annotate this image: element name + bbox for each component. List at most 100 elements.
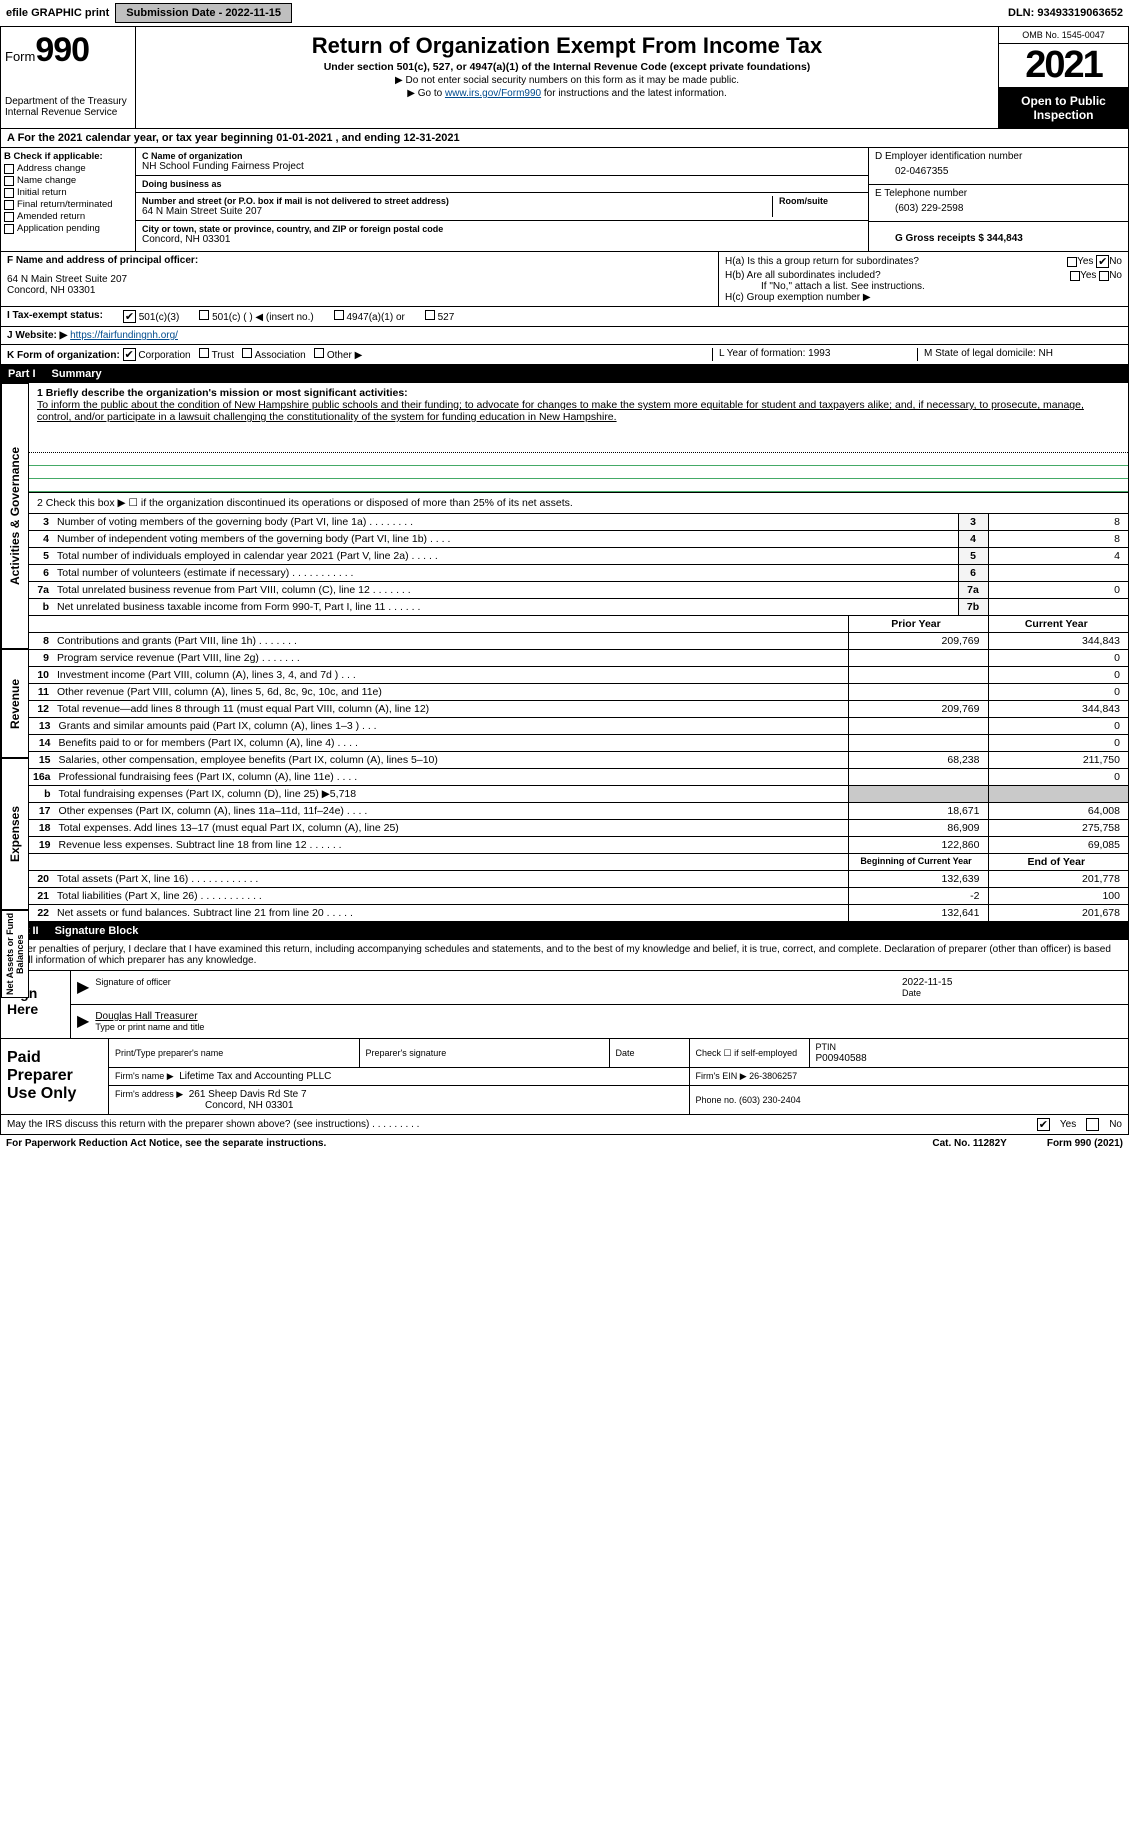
submission-date-button[interactable]: Submission Date - 2022-11-15 xyxy=(115,3,292,23)
gov-table: 3Number of voting members of the governi… xyxy=(29,513,1128,615)
col-prior-year: Prior Year xyxy=(848,616,988,633)
hb-note: If "No," attach a list. See instructions… xyxy=(725,281,1122,292)
rev-table: Prior YearCurrent Year 8Contributions an… xyxy=(29,615,1128,717)
form-number: 990 xyxy=(35,31,89,69)
cb-4947[interactable] xyxy=(334,310,344,320)
pp-date-label: Date xyxy=(616,1048,635,1058)
table-row: 9Program service revenue (Part VIII, lin… xyxy=(29,650,1128,667)
box-k-label: K Form of organization: xyxy=(7,350,120,361)
cb-trust[interactable] xyxy=(199,348,209,358)
line1-label: 1 Briefly describe the organization's mi… xyxy=(37,387,1120,399)
signature-block: Under penalties of perjury, I declare th… xyxy=(0,940,1129,1039)
officer-addr1: 64 N Main Street Suite 207 xyxy=(7,274,712,285)
tel: (603) 229-2598 xyxy=(875,199,1122,218)
omb-number: OMB No. 1545-0047 xyxy=(999,27,1128,44)
table-row: 13Grants and similar amounts paid (Part … xyxy=(29,718,1128,735)
firm-phone: Phone no. (603) 230-2404 xyxy=(696,1095,801,1105)
pp-sig-label: Preparer's signature xyxy=(366,1048,447,1058)
hb-yes[interactable] xyxy=(1070,271,1080,281)
cb-assoc[interactable] xyxy=(242,348,252,358)
box-b-label: B Check if applicable: xyxy=(4,151,132,162)
form-title: Return of Organization Exempt From Incom… xyxy=(146,33,988,59)
officer-addr2: Concord, NH 03301 xyxy=(7,285,712,296)
gross-receipts: G Gross receipts $ 344,843 xyxy=(875,225,1122,248)
table-row: 10Investment income (Part VIII, column (… xyxy=(29,667,1128,684)
paid-preparer-label: Paid Preparer Use Only xyxy=(1,1039,109,1114)
footer: For Paperwork Reduction Act Notice, see … xyxy=(0,1135,1129,1152)
pp-name-label: Print/Type preparer's name xyxy=(115,1048,223,1058)
dept-treasury: Department of the Treasury xyxy=(5,96,131,107)
table-row: 12Total revenue—add lines 8 through 11 (… xyxy=(29,701,1128,718)
form-header: Form990 Department of the Treasury Inter… xyxy=(0,27,1129,129)
website-link[interactable]: https://fairfundingnh.org/ xyxy=(70,330,178,341)
cb-501c[interactable] xyxy=(199,310,209,320)
firm-addr1: 261 Sheep Davis Rd Ste 7 xyxy=(189,1089,307,1100)
part1-subtitle: Summary xyxy=(52,368,102,380)
mission-block: 1 Briefly describe the organization's mi… xyxy=(29,383,1128,453)
cb-name-change[interactable] xyxy=(4,176,14,186)
header-center: Return of Organization Exempt From Incom… xyxy=(136,27,998,128)
cb-corp[interactable]: ✔ xyxy=(123,348,136,361)
may-irs-yes[interactable]: ✔ xyxy=(1037,1118,1050,1131)
ha-yes[interactable] xyxy=(1067,257,1077,267)
col-end-year: End of Year xyxy=(988,854,1128,871)
may-irs-text: May the IRS discuss this return with the… xyxy=(7,1119,419,1130)
hb-no[interactable] xyxy=(1099,271,1109,281)
part1-header: Part I Summary xyxy=(0,365,1129,383)
box-f-label: F Name and address of principal officer: xyxy=(7,255,712,266)
cb-final-return[interactable] xyxy=(4,200,14,210)
tax-year: 2021 xyxy=(999,44,1128,88)
table-row: 16aProfessional fundraising fees (Part I… xyxy=(29,769,1128,786)
declaration: Under penalties of perjury, I declare th… xyxy=(1,940,1128,970)
may-irs-no[interactable] xyxy=(1086,1118,1099,1131)
table-row: 3Number of voting members of the governi… xyxy=(29,514,1128,531)
header-right: OMB No. 1545-0047 2021 Open to Public In… xyxy=(998,27,1128,128)
box-d: D Employer identification number 02-0467… xyxy=(868,148,1128,251)
irs-link[interactable]: www.irs.gov/Form990 xyxy=(445,88,541,99)
cb-app-pending[interactable] xyxy=(4,224,14,234)
cb-initial-return[interactable] xyxy=(4,188,14,198)
firm-addr-label: Firm's address ▶ xyxy=(115,1089,183,1099)
na-table: Beginning of Current YearEnd of Year 20T… xyxy=(29,853,1128,921)
name-caption: Type or print name and title xyxy=(95,1022,204,1032)
tel-label: E Telephone number xyxy=(875,188,1122,199)
part2-header: Part II Signature Block xyxy=(0,922,1129,940)
firm-addr2: Concord, NH 03301 xyxy=(115,1100,293,1111)
sig-date-val: 2022-11-15 xyxy=(902,977,1122,988)
pp-ptin-label: PTIN xyxy=(816,1042,837,1052)
dba-label: Doing business as xyxy=(142,179,862,189)
box-m: M State of legal domicile: NH xyxy=(917,348,1122,361)
sig-officer-caption: Signature of officer xyxy=(95,977,902,987)
cb-501c3[interactable]: ✔ xyxy=(123,310,136,323)
box-b: B Check if applicable: Address change Na… xyxy=(1,148,136,251)
cb-amended[interactable] xyxy=(4,212,14,222)
room-label: Room/suite xyxy=(779,196,862,206)
mission-text: To inform the public about the condition… xyxy=(37,399,1120,423)
row-f-h: F Name and address of principal officer:… xyxy=(0,252,1129,307)
table-row: 14Benefits paid to or for members (Part … xyxy=(29,735,1128,752)
officer-name-title: Douglas Hall Treasurer xyxy=(95,1011,204,1022)
ha-no[interactable]: ✔ xyxy=(1096,255,1109,268)
part1-num: Part I xyxy=(8,368,36,380)
note-ssn: ▶ Do not enter social security numbers o… xyxy=(146,75,988,86)
vtab-netassets: Net Assets or Fund Balances xyxy=(1,910,29,998)
header-left: Form990 Department of the Treasury Inter… xyxy=(1,27,136,128)
may-irs-row: May the IRS discuss this return with the… xyxy=(0,1115,1129,1135)
sig-arrow-icon: ▶ xyxy=(77,977,89,998)
table-row: 7aTotal unrelated business revenue from … xyxy=(29,582,1128,599)
street-label: Number and street (or P.O. box if mail i… xyxy=(142,196,772,206)
box-l: L Year of formation: 1993 xyxy=(712,348,917,361)
cb-527[interactable] xyxy=(425,310,435,320)
box-i-label: I Tax-exempt status: xyxy=(7,310,103,323)
vtab-revenue: Revenue xyxy=(1,649,29,758)
street: 64 N Main Street Suite 207 xyxy=(142,206,772,217)
col-current-year: Current Year xyxy=(988,616,1128,633)
ha-label: H(a) Is this a group return for subordin… xyxy=(725,256,1067,267)
cb-other[interactable] xyxy=(314,348,324,358)
col-beg-year: Beginning of Current Year xyxy=(848,854,988,871)
table-row: 18Total expenses. Add lines 13–17 (must … xyxy=(29,820,1128,837)
firm-name-label: Firm's name ▶ xyxy=(115,1071,174,1081)
sig-arrow-icon-2: ▶ xyxy=(77,1011,89,1032)
period-bar: A For the 2021 calendar year, or tax yea… xyxy=(0,129,1129,148)
cb-address-change[interactable] xyxy=(4,164,14,174)
